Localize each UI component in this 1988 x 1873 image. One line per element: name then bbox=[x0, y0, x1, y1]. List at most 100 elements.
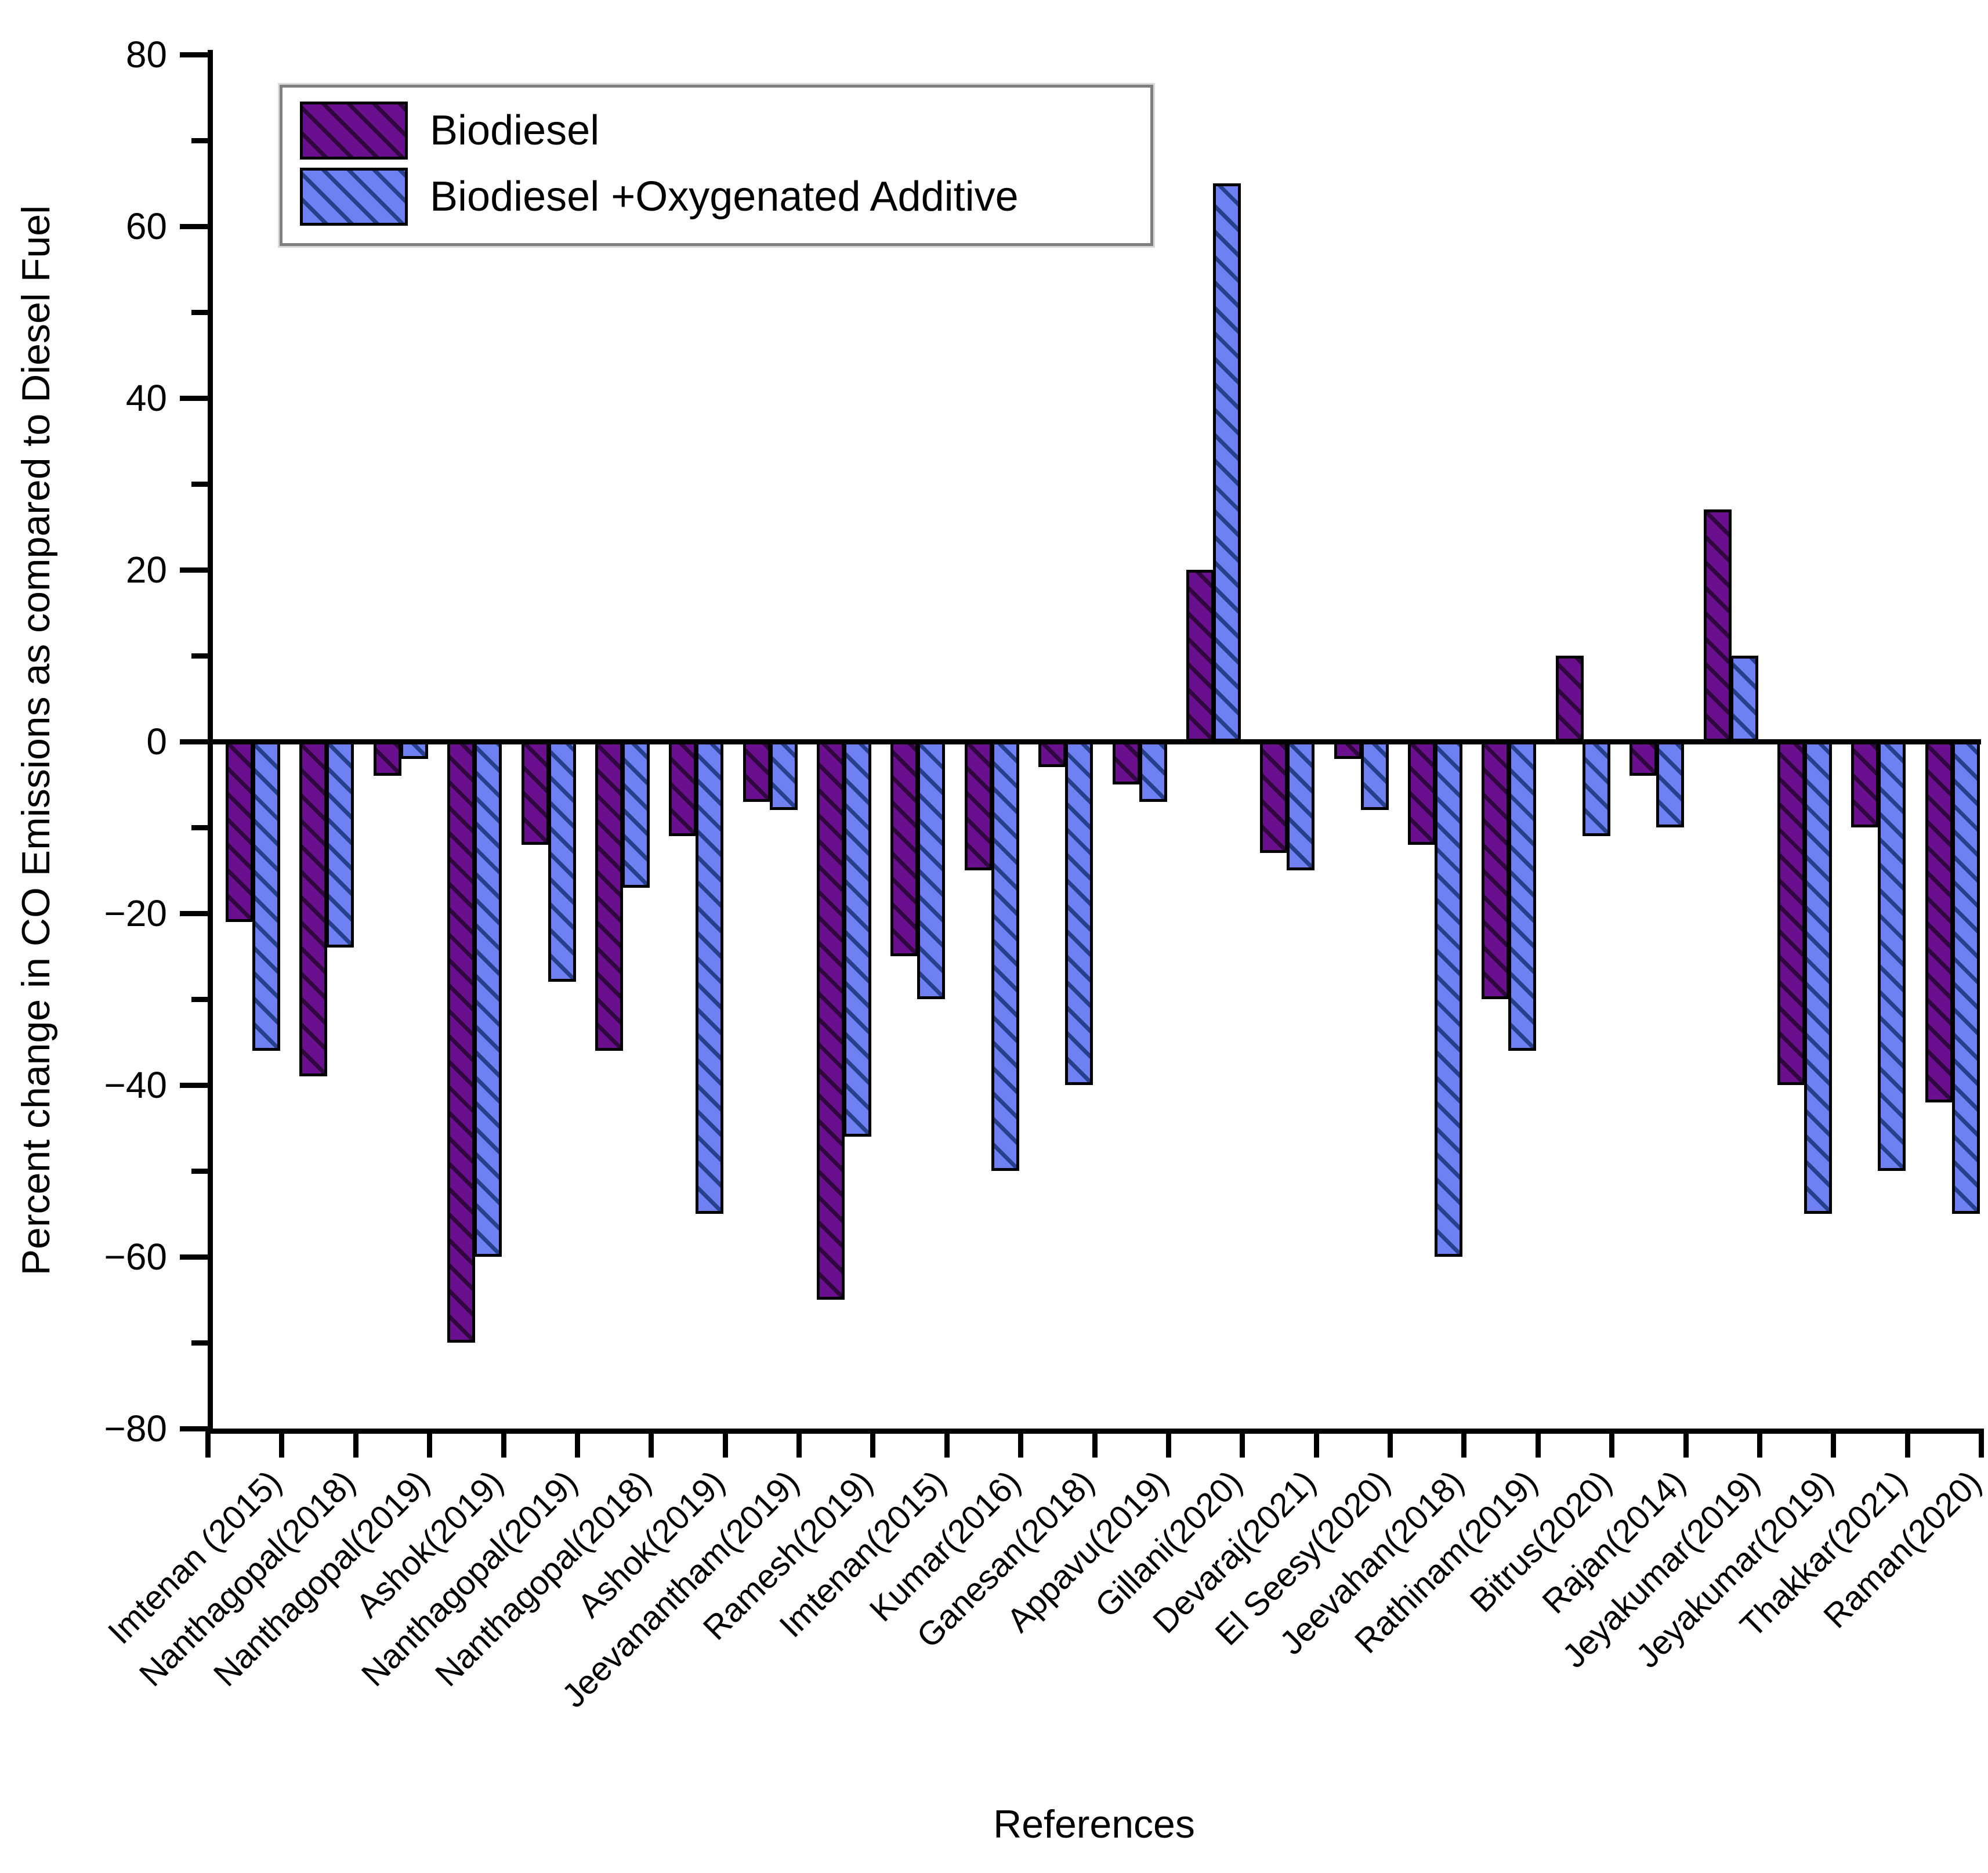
bar-biodiesel-additive bbox=[326, 742, 354, 948]
bar-biodiesel-additive bbox=[917, 742, 946, 999]
bar-biodiesel-additive bbox=[1804, 742, 1832, 1214]
bar-biodiesel-additive bbox=[991, 742, 1019, 1171]
y-tick-label: 60 bbox=[125, 205, 167, 247]
x-tick bbox=[1388, 1429, 1393, 1458]
y-tick-label: −60 bbox=[104, 1236, 167, 1278]
y-tick bbox=[180, 224, 208, 229]
x-tick bbox=[1979, 1429, 1984, 1458]
x-tick bbox=[279, 1429, 285, 1458]
bar-biodiesel-additive bbox=[696, 742, 724, 1214]
bar-biodiesel bbox=[1186, 570, 1214, 742]
y-minor-tick bbox=[191, 482, 208, 487]
bar-biodiesel bbox=[1408, 742, 1436, 845]
x-tick bbox=[1535, 1429, 1541, 1458]
bar-biodiesel bbox=[1629, 742, 1658, 776]
legend-label: Biodiesel bbox=[430, 107, 600, 154]
y-minor-tick bbox=[191, 1340, 208, 1346]
y-minor-tick bbox=[191, 653, 208, 659]
x-axis-title: References bbox=[993, 1802, 1195, 1846]
x-tick bbox=[1757, 1429, 1762, 1458]
y-tick bbox=[180, 1083, 208, 1088]
x-tick bbox=[1165, 1429, 1171, 1458]
y-tick-label: 80 bbox=[125, 34, 167, 75]
bar-biodiesel-additive bbox=[1582, 742, 1610, 836]
bar-biodiesel bbox=[1334, 742, 1362, 759]
y-minor-tick bbox=[191, 310, 208, 315]
x-tick bbox=[944, 1429, 950, 1458]
legend-item-biodiesel-additive: Biodiesel +Oxygenated Additive bbox=[300, 167, 1019, 227]
y-tick bbox=[180, 396, 208, 401]
y-tick-label: −80 bbox=[104, 1408, 167, 1449]
y-minor-tick bbox=[191, 138, 208, 143]
legend-label: Biodiesel +Oxygenated Additive bbox=[430, 173, 1019, 220]
bar-biodiesel bbox=[299, 742, 328, 1077]
bar-biodiesel-additive bbox=[252, 742, 280, 1051]
x-tick bbox=[1683, 1429, 1689, 1458]
bar-biodiesel bbox=[1260, 742, 1288, 854]
y-minor-tick bbox=[191, 825, 208, 830]
y-tick bbox=[180, 567, 208, 573]
bar-biodiesel bbox=[373, 742, 401, 776]
x-tick bbox=[1831, 1429, 1837, 1458]
y-tick-label: 40 bbox=[125, 377, 167, 419]
bar-biodiesel-additive bbox=[843, 742, 871, 1137]
bar-biodiesel-additive bbox=[769, 742, 798, 811]
x-tick bbox=[870, 1429, 876, 1458]
bar-biodiesel bbox=[521, 742, 549, 845]
y-tick-label: 0 bbox=[146, 721, 167, 762]
x-tick bbox=[649, 1429, 654, 1458]
bar-biodiesel bbox=[226, 742, 254, 922]
y-tick bbox=[180, 52, 208, 57]
bar-biodiesel bbox=[669, 742, 697, 836]
x-tick bbox=[353, 1429, 359, 1458]
bar-biodiesel bbox=[1777, 742, 1805, 1085]
legend: Biodiesel Biodiesel +Oxygenated Additive bbox=[280, 85, 1153, 246]
y-tick bbox=[180, 1426, 208, 1431]
bar-biodiesel bbox=[817, 742, 845, 1300]
bar-biodiesel-additive bbox=[1287, 742, 1315, 870]
y-tick-label: −40 bbox=[104, 1064, 167, 1106]
bar-biodiesel-additive bbox=[548, 742, 576, 982]
x-tick bbox=[1904, 1429, 1910, 1458]
bar-biodiesel-additive bbox=[1730, 656, 1758, 742]
bar-biodiesel bbox=[1703, 509, 1732, 742]
bar-biodiesel bbox=[964, 742, 993, 870]
bar-biodiesel bbox=[1112, 742, 1140, 784]
zero-line bbox=[208, 739, 1981, 744]
bar-biodiesel-additive bbox=[1139, 742, 1167, 802]
bar-biodiesel-additive bbox=[1212, 183, 1241, 742]
x-tick bbox=[1461, 1429, 1467, 1458]
x-tick bbox=[796, 1429, 802, 1458]
bar-biodiesel bbox=[1851, 742, 1880, 827]
y-tick bbox=[180, 739, 208, 744]
bar-biodiesel-additive bbox=[474, 742, 502, 1257]
x-tick bbox=[1313, 1429, 1319, 1458]
legend-item-biodiesel: Biodiesel bbox=[300, 100, 599, 161]
bar-biodiesel-additive bbox=[1360, 742, 1389, 811]
bar-biodiesel-additive bbox=[400, 742, 428, 759]
x-tick bbox=[1092, 1429, 1098, 1458]
x-tick bbox=[1240, 1429, 1245, 1458]
biodiesel-additive-swatch-icon bbox=[300, 168, 408, 226]
bar-biodiesel bbox=[1925, 742, 1953, 1102]
bar-biodiesel bbox=[1555, 656, 1584, 742]
x-tick bbox=[574, 1429, 580, 1458]
y-minor-tick bbox=[191, 1169, 208, 1174]
biodiesel-swatch-icon bbox=[300, 102, 408, 160]
bar-biodiesel-additive bbox=[1065, 742, 1093, 1085]
bar-biodiesel bbox=[743, 742, 771, 802]
x-tick bbox=[205, 1429, 211, 1458]
bar-biodiesel bbox=[595, 742, 623, 1051]
x-tick bbox=[501, 1429, 506, 1458]
bar-biodiesel bbox=[1482, 742, 1510, 999]
x-tick bbox=[427, 1429, 433, 1458]
y-tick bbox=[180, 1254, 208, 1260]
bar-biodiesel bbox=[447, 742, 476, 1343]
x-tick bbox=[722, 1429, 728, 1458]
bar-biodiesel-additive bbox=[1508, 742, 1537, 1051]
bar-biodiesel-additive bbox=[1951, 742, 1980, 1214]
y-tick-label: 20 bbox=[125, 549, 167, 591]
bar-biodiesel-additive bbox=[1656, 742, 1685, 827]
